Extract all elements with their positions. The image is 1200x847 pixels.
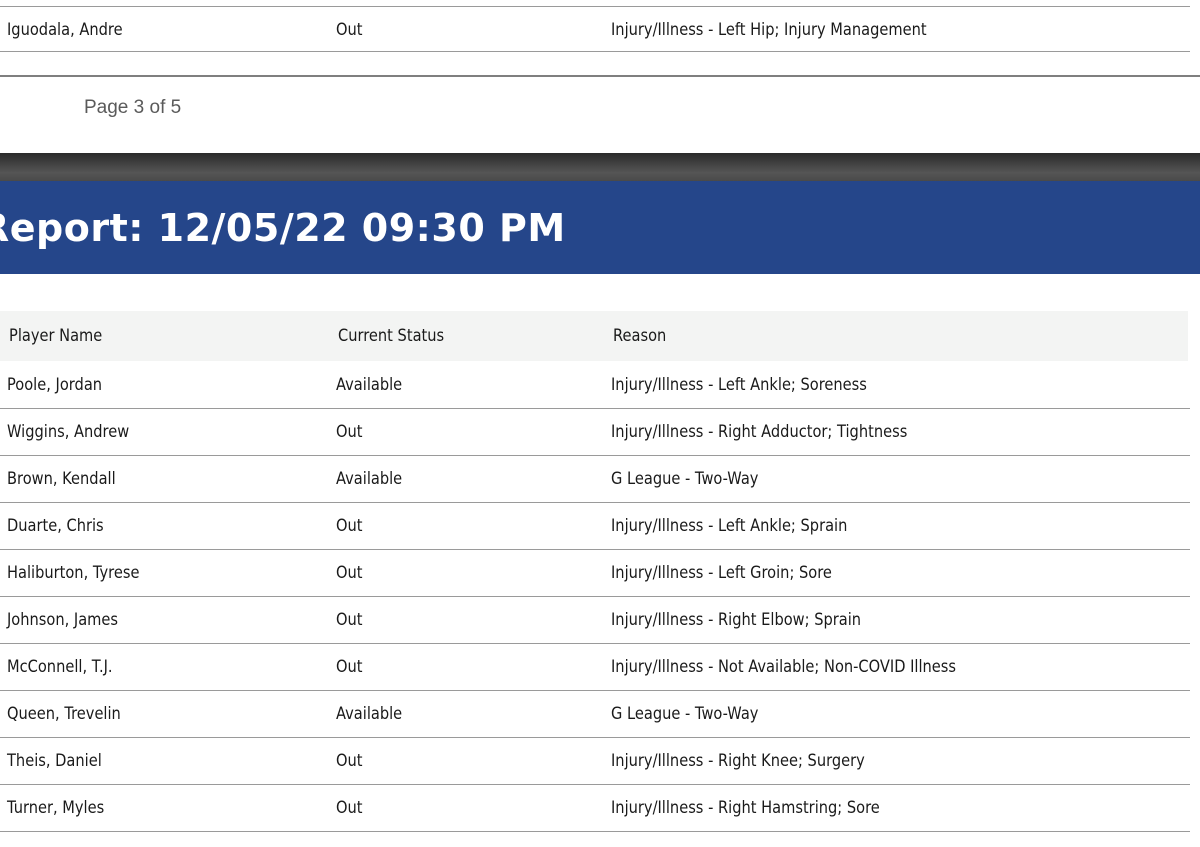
reason: G League - Two-Way xyxy=(611,704,759,724)
reason: Injury/Illness - Left Ankle; Sprain xyxy=(611,516,848,536)
reason: Injury/Illness - Left Hip; Injury Manage… xyxy=(611,20,927,40)
reason: G League - Two-Way xyxy=(611,469,759,489)
reason: Injury/Illness - Left Ankle; Soreness xyxy=(611,375,867,395)
reason: Injury/Illness - Right Elbow; Sprain xyxy=(611,610,862,630)
current-status: Out xyxy=(336,610,363,630)
player-name: Johnson, James xyxy=(7,610,119,630)
table-row: Poole, Jordan Available Injury/Illness -… xyxy=(0,362,1190,409)
current-status: Out xyxy=(336,516,363,536)
player-name: Iguodala, Andre xyxy=(7,20,123,40)
player-name: Turner, Myles xyxy=(7,798,105,818)
table-row: Brown, Kendall Available G League - Two-… xyxy=(0,456,1190,503)
current-status: Available xyxy=(336,469,403,489)
player-name: Poole, Jordan xyxy=(7,375,103,395)
table-row: Iguodala, Andre Out Injury/Illness - Lef… xyxy=(0,9,1190,52)
table-end-divider xyxy=(0,75,1200,77)
current-status: Available xyxy=(336,375,403,395)
column-header-reason: Reason xyxy=(613,326,667,346)
player-name: McConnell, T.J. xyxy=(7,657,113,677)
table-row: Haliburton, Tyrese Out Injury/Illness - … xyxy=(0,550,1190,597)
reason: Injury/Illness - Not Available; Non-COVI… xyxy=(611,657,957,677)
current-status: Out xyxy=(336,657,363,677)
table-row: McConnell, T.J. Out Injury/Illness - Not… xyxy=(0,644,1190,691)
current-status: Out xyxy=(336,563,363,583)
reason: Injury/Illness - Right Hamstring; Sore xyxy=(611,798,880,818)
table-row: Duarte, Chris Out Injury/Illness - Left … xyxy=(0,503,1190,550)
table-row: Theis, Daniel Out Injury/Illness - Right… xyxy=(0,738,1190,785)
current-status: Out xyxy=(336,798,363,818)
current-status: Available xyxy=(336,704,403,724)
player-name: Brown, Kendall xyxy=(7,469,116,489)
injury-table-body: Poole, Jordan Available Injury/Illness -… xyxy=(0,362,1200,832)
current-status: Out xyxy=(336,20,363,40)
table-row: Queen, Trevelin Available G League - Two… xyxy=(0,691,1190,738)
table-row: Johnson, James Out Injury/Illness - Righ… xyxy=(0,597,1190,644)
current-status: Out xyxy=(336,422,363,442)
current-status: Out xyxy=(336,751,363,771)
reason: Injury/Illness - Right Knee; Surgery xyxy=(611,751,865,771)
player-name: Queen, Trevelin xyxy=(7,704,121,724)
previous-page-tail: Iguodala, Andre Out Injury/Illness - Lef… xyxy=(0,0,1200,155)
row-divider xyxy=(0,6,1190,7)
player-name: Theis, Daniel xyxy=(7,751,102,771)
page-number-label: Page 3 of 5 xyxy=(84,97,182,118)
reason: Injury/Illness - Right Adductor; Tightne… xyxy=(611,422,908,442)
column-header-player-name: Player Name xyxy=(9,326,103,346)
table-row: Wiggins, Andrew Out Injury/Illness - Rig… xyxy=(0,409,1190,456)
column-header-current-status: Current Status xyxy=(338,326,445,346)
report-title: Report: 12/05/22 09:30 PM xyxy=(0,205,566,250)
reason: Injury/Illness - Left Groin; Sore xyxy=(611,563,832,583)
player-name: Wiggins, Andrew xyxy=(7,422,130,442)
player-name: Haliburton, Tyrese xyxy=(7,563,140,583)
table-row: Turner, Myles Out Injury/Illness - Right… xyxy=(0,785,1190,832)
table-header: Player Name Current Status Reason xyxy=(0,311,1188,361)
report-banner: Report: 12/05/22 09:30 PM xyxy=(0,181,1200,274)
page-separator xyxy=(0,153,1200,181)
player-name: Duarte, Chris xyxy=(7,516,104,536)
